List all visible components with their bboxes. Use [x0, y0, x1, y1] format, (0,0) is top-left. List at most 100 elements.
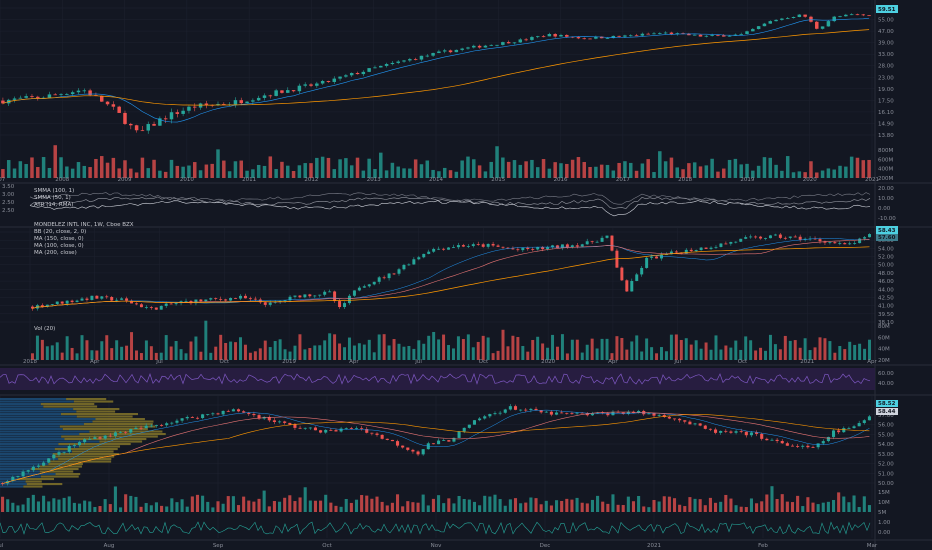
candle-body	[164, 303, 168, 306]
candle-body	[1, 483, 5, 484]
volume-bar	[129, 495, 133, 512]
candle-body	[85, 298, 89, 300]
volume-bar	[75, 353, 79, 360]
candle-body	[662, 414, 666, 417]
candle-body	[806, 445, 810, 448]
volume-bar	[144, 340, 148, 360]
x-tick-label: Oct	[479, 359, 489, 365]
candle-body	[53, 94, 57, 96]
candle-body	[397, 269, 401, 274]
volume-bar	[395, 494, 400, 512]
volume-bar	[647, 507, 651, 512]
candle-body	[693, 423, 697, 425]
volume-bar	[318, 345, 322, 360]
candle-body	[838, 16, 842, 18]
volume-bar	[65, 336, 69, 360]
candle-body	[59, 94, 63, 95]
volume-bar	[320, 156, 325, 178]
candle-body	[727, 35, 732, 37]
candle-body	[243, 295, 247, 299]
volume-bar	[688, 497, 692, 512]
candle-body	[36, 465, 41, 467]
candle-body	[360, 428, 364, 430]
candle-body	[739, 238, 743, 242]
volume-bar	[692, 162, 697, 178]
candle-body	[100, 296, 104, 299]
candle-body	[422, 253, 426, 258]
ind-left-tick: 3.50	[2, 184, 15, 190]
volume-bar	[861, 160, 866, 178]
vp-bar-blue	[0, 415, 77, 418]
volume-bar	[278, 501, 282, 512]
candle-body	[274, 90, 278, 96]
candle-body	[594, 36, 598, 39]
candle-body	[334, 430, 338, 432]
volume-bar	[617, 162, 621, 178]
candle-body	[367, 68, 371, 72]
y-tick-label: 38.10	[878, 320, 894, 326]
candle-body	[626, 411, 630, 414]
grid-lines	[0, 0, 875, 538]
candle-body	[204, 103, 209, 105]
candle-body	[519, 409, 523, 411]
volume-bar	[187, 165, 191, 178]
candle-body	[580, 244, 584, 247]
volume-tick-label: 600M	[878, 157, 893, 163]
candle-body	[158, 118, 162, 126]
x-tick-label: Feb	[758, 543, 768, 549]
volume-bar	[253, 351, 257, 360]
volume-bar	[775, 499, 779, 512]
volume-bar	[367, 339, 371, 360]
candle-body	[710, 34, 714, 36]
candle-body	[635, 274, 639, 281]
candle-body	[689, 249, 693, 252]
candle-body	[390, 62, 395, 65]
volume-bar	[41, 157, 46, 178]
volume-tick-label: 15M	[878, 490, 890, 496]
volume-bar	[442, 503, 446, 512]
volume-bar	[478, 505, 482, 512]
candle-body	[489, 44, 493, 46]
candle-body	[809, 16, 813, 22]
candle-body	[377, 277, 381, 282]
vp-bar-yellow	[78, 445, 121, 448]
candle-body	[375, 433, 379, 435]
volume-bar	[689, 344, 693, 360]
candle-body	[672, 418, 677, 420]
vp-bar-blue	[0, 445, 79, 448]
volume-bar	[397, 343, 401, 360]
candle-body	[556, 245, 559, 249]
volume-bar	[36, 167, 40, 178]
volume-bar	[722, 168, 726, 178]
candle-body	[72, 445, 76, 446]
vp-bar-yellow	[99, 440, 143, 443]
candle-body	[488, 414, 492, 417]
candle-body	[448, 50, 453, 53]
candle-body	[526, 247, 530, 250]
volume-bar	[76, 162, 81, 178]
candle-body	[536, 247, 540, 250]
candle-body	[349, 428, 353, 429]
candle-body	[838, 243, 842, 244]
candle-body	[60, 301, 64, 304]
volume-bar	[349, 502, 353, 512]
volume-bar	[760, 501, 764, 512]
vp-bar-blue	[0, 398, 67, 401]
candle-body	[119, 431, 123, 433]
volume-bar	[164, 335, 168, 360]
candle-body	[324, 429, 328, 433]
volume-bar	[280, 161, 284, 178]
volume-bar	[611, 170, 616, 178]
y-tick-label: 55.00	[878, 432, 894, 438]
candle-body	[724, 243, 728, 245]
candle-body	[760, 433, 764, 439]
candle-body	[333, 291, 337, 302]
volume-bar	[85, 340, 89, 360]
volume-bar	[129, 168, 133, 178]
volume-bar	[868, 339, 872, 360]
candle-body	[729, 431, 733, 433]
x-tick-label: 2015	[491, 177, 505, 183]
y-tick-label: 42.50	[878, 295, 894, 301]
candle-body	[111, 104, 116, 107]
